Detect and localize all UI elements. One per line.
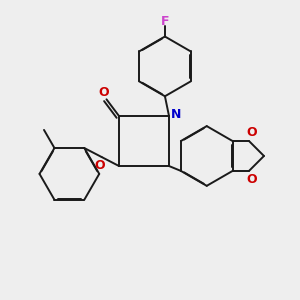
Text: O: O: [246, 126, 257, 139]
Text: O: O: [246, 173, 257, 186]
Text: F: F: [161, 15, 169, 28]
Text: O: O: [95, 159, 106, 172]
Text: N: N: [170, 108, 181, 121]
Text: O: O: [98, 86, 109, 99]
